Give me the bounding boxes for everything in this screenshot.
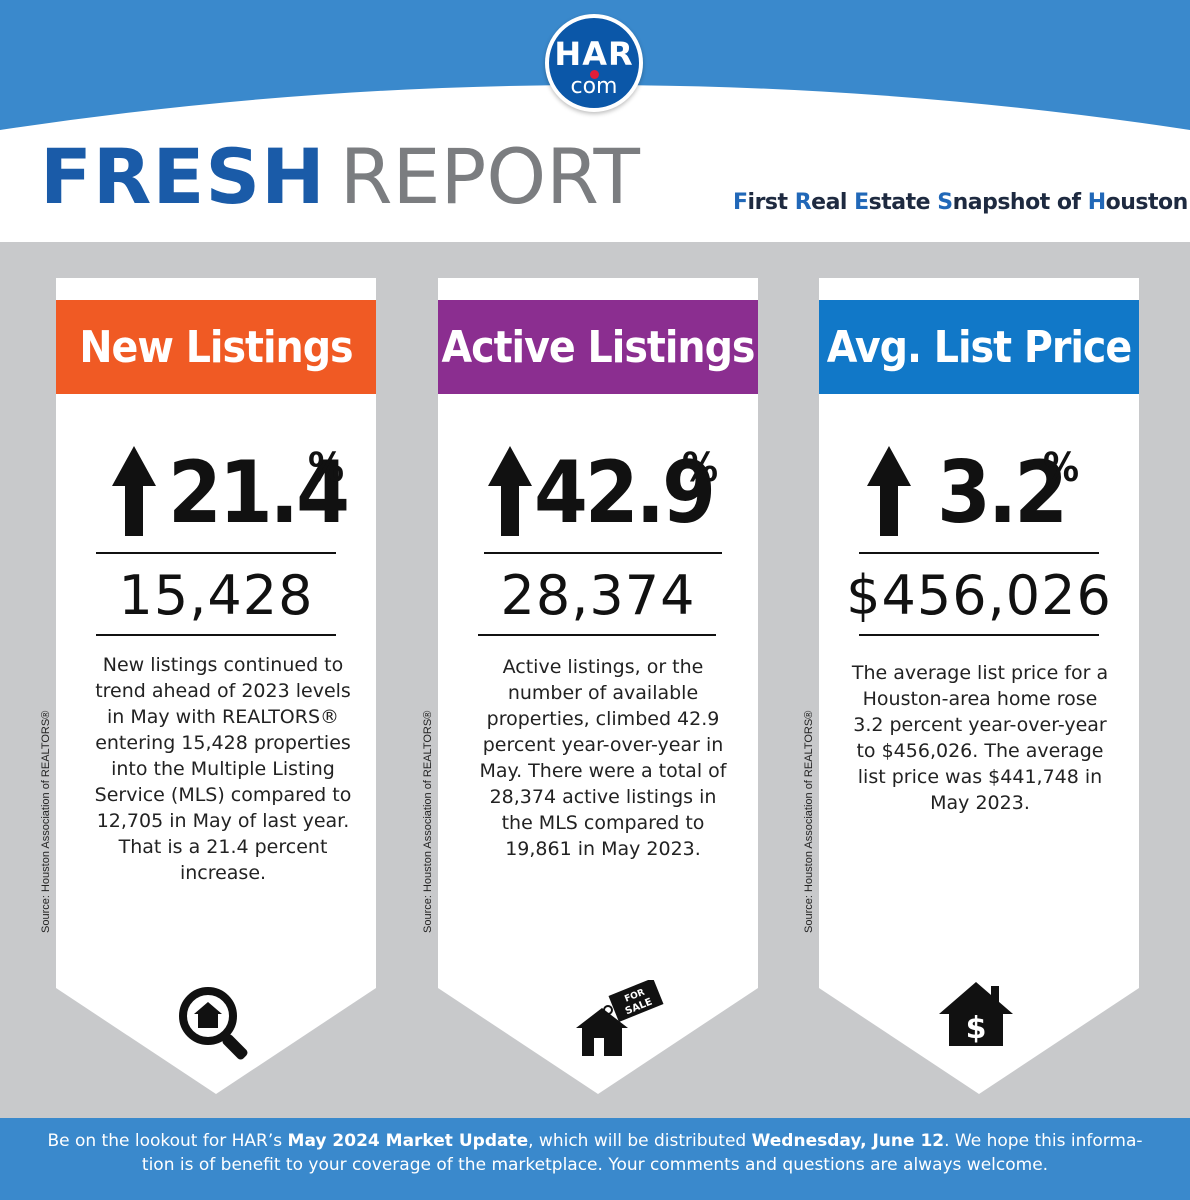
- divider: [484, 552, 722, 554]
- divider: [96, 634, 336, 636]
- footer-notice: Be on the lookout for HAR’s May 2024 Mar…: [0, 1118, 1190, 1200]
- logo-text-top: HAR: [554, 35, 634, 73]
- card-avg-list-price: Avg. List Price 3.2 % $456,026 The avera…: [803, 278, 1139, 1094]
- footer-text: . We hope this informa-: [944, 1131, 1143, 1151]
- divider: [859, 552, 1099, 554]
- source-note: Source: Houston Association of REALTORS®: [40, 710, 52, 933]
- report-subtitle: First Real Estate Snapshot of Houston: [733, 190, 1188, 215]
- stat-row: 21.4 %: [56, 438, 376, 548]
- card-description: Active listings, or the number of availa…: [479, 656, 727, 860]
- subtitle-word: napshot of: [952, 190, 1088, 215]
- percent-change: 3.2: [937, 443, 1068, 543]
- footer-text: tion is of benefit to your coverage of t…: [141, 1155, 1049, 1175]
- subtitle-word: irst: [747, 190, 795, 215]
- magnifier-house-icon: [179, 987, 248, 1060]
- logo-dot-icon: [590, 70, 599, 79]
- card-active-listings: Active Listings 42.9 % 28,374 Active lis…: [422, 278, 758, 1094]
- percent-sign: %: [1043, 445, 1080, 491]
- card-header: New Listings: [56, 300, 376, 394]
- percent-change: 21.4: [168, 443, 350, 543]
- house-dollar-icon: $: [939, 982, 1013, 1046]
- arrow-up-icon: [112, 446, 156, 536]
- stat-row: 3.2 %: [819, 438, 1139, 548]
- subtitle-initial: H: [1087, 190, 1106, 215]
- stat-row: 42.9 %: [438, 438, 758, 548]
- arrow-up-icon: [488, 446, 532, 536]
- subtitle-word: eal: [811, 190, 855, 215]
- divider: [859, 634, 1099, 636]
- footer-highlight: Wednesday, June 12: [751, 1131, 945, 1151]
- footer-text: Be on the lookout for HAR’s: [47, 1131, 288, 1151]
- count-value: $456,026: [846, 564, 1112, 627]
- title-report: REPORT: [339, 132, 640, 221]
- card-description: The average list price for a Houston-are…: [851, 662, 1109, 814]
- subtitle-initial: E: [854, 190, 869, 215]
- footer-text: , which will be distributed: [528, 1131, 752, 1151]
- card-new-listings: New Listings 21.4 % 15,428 New listings …: [40, 278, 376, 1094]
- subtitle-word: state: [868, 190, 938, 215]
- percent-sign: %: [682, 445, 719, 491]
- logo-text-bottom: com: [570, 74, 618, 99]
- subtitle-initial: F: [733, 190, 748, 215]
- subtitle-initial: S: [937, 190, 953, 215]
- report-title: FRESH REPORT: [40, 132, 640, 232]
- source-note: Source: Houston Association of REALTORS®: [803, 710, 815, 933]
- card-description: New listings continued to trend ahead of…: [94, 654, 352, 884]
- footer-highlight: May 2024 Market Update: [287, 1131, 529, 1151]
- percent-sign: %: [308, 445, 345, 491]
- arrow-up-icon: [867, 446, 911, 536]
- dollar-sign: $: [966, 1011, 987, 1046]
- divider: [478, 634, 716, 636]
- count-value: 15,428: [118, 564, 314, 627]
- source-note: Source: Houston Association of REALTORS®: [422, 710, 434, 933]
- percent-change: 42.9: [534, 443, 716, 543]
- har-logo[interactable]: HAR com: [545, 14, 643, 112]
- subtitle-initial: R: [794, 190, 812, 215]
- title-fresh: FRESH: [40, 132, 326, 221]
- subtitle-word: ouston: [1105, 190, 1189, 215]
- card-header: Avg. List Price: [819, 300, 1139, 394]
- card-header: Active Listings: [438, 300, 758, 394]
- house-for-sale-tag-icon: FOR SALE: [576, 980, 664, 1056]
- count-value: 28,374: [500, 564, 696, 627]
- divider: [96, 552, 336, 554]
